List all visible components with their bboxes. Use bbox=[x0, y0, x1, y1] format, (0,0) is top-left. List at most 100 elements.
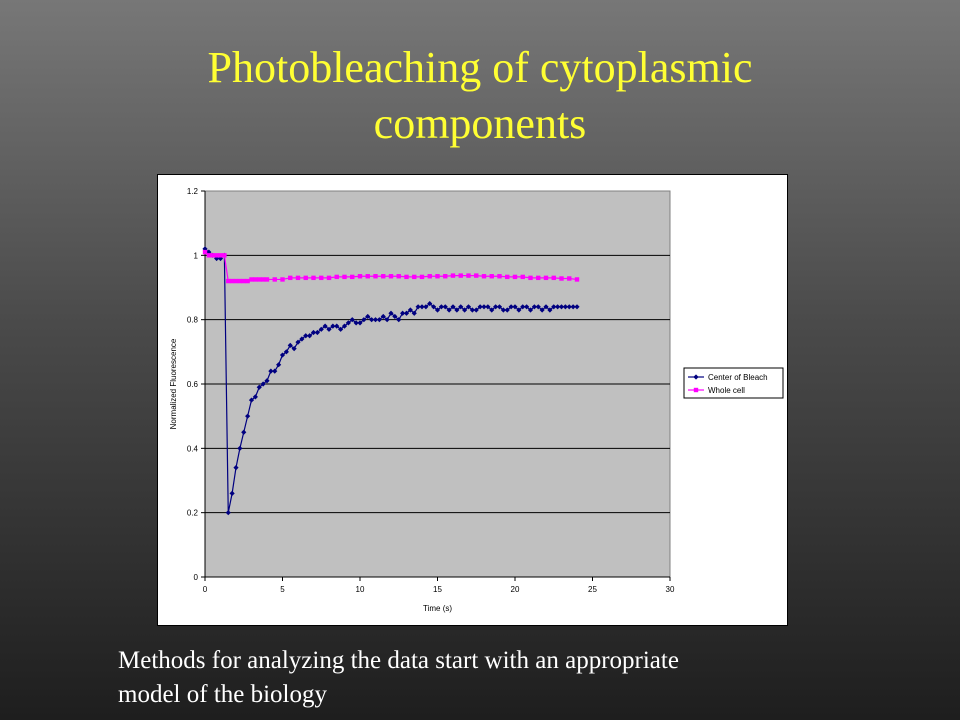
data-point bbox=[496, 304, 503, 310]
legend-marker bbox=[693, 387, 699, 393]
data-point bbox=[392, 313, 398, 320]
data-point bbox=[272, 277, 277, 282]
data-point bbox=[225, 510, 231, 516]
data-point bbox=[303, 333, 309, 339]
data-point bbox=[256, 384, 262, 390]
x-tick-label: 10 bbox=[356, 585, 365, 594]
x-tick-label: 20 bbox=[511, 585, 520, 594]
data-point bbox=[264, 277, 270, 282]
data-point bbox=[547, 307, 553, 313]
data-point bbox=[202, 249, 208, 255]
data-point bbox=[419, 304, 425, 310]
data-point bbox=[229, 490, 235, 496]
data-point bbox=[427, 274, 432, 279]
data-point bbox=[373, 274, 378, 279]
data-point bbox=[442, 304, 448, 310]
data-point bbox=[396, 274, 401, 279]
data-point bbox=[434, 307, 441, 313]
data-point bbox=[342, 274, 347, 280]
data-point bbox=[458, 304, 464, 310]
data-point bbox=[303, 275, 308, 281]
data-point bbox=[551, 304, 557, 310]
data-point bbox=[283, 349, 289, 355]
data-point bbox=[279, 352, 286, 358]
chart-frame: 0 0.2 0.4 0.6 0.8 1 1.2 0 5 10 15 20 25 30 Time (s) Nor… bbox=[157, 174, 788, 626]
data-point bbox=[497, 274, 502, 279]
data-point bbox=[466, 273, 471, 278]
data-point bbox=[485, 304, 491, 310]
data-point bbox=[469, 307, 475, 313]
data-point bbox=[218, 253, 223, 258]
data-point bbox=[388, 274, 394, 279]
data-point bbox=[489, 307, 495, 313]
data-point bbox=[318, 326, 324, 332]
data-point bbox=[473, 307, 479, 313]
data-point bbox=[295, 339, 301, 345]
data-point bbox=[295, 275, 301, 281]
data-point bbox=[233, 278, 239, 284]
data-point bbox=[287, 342, 293, 348]
data-point bbox=[353, 320, 359, 326]
data-point bbox=[369, 317, 375, 323]
data-point bbox=[365, 274, 370, 279]
data-point bbox=[384, 317, 390, 323]
data-point bbox=[543, 304, 549, 310]
data-point bbox=[222, 253, 227, 258]
y-tick-label: 0.4 bbox=[187, 444, 199, 453]
data-point bbox=[543, 275, 549, 281]
data-point bbox=[326, 326, 332, 332]
data-point bbox=[376, 317, 382, 323]
data-point bbox=[574, 304, 580, 310]
data-point bbox=[481, 304, 487, 310]
data-point bbox=[350, 274, 355, 280]
data-point bbox=[314, 329, 320, 336]
data-point bbox=[458, 273, 463, 278]
data-point bbox=[226, 278, 231, 284]
data-point bbox=[361, 317, 367, 323]
slide-caption: Methods for analyzing the data start wit… bbox=[118, 644, 918, 712]
x-tick-label: 5 bbox=[280, 585, 285, 594]
data-point bbox=[516, 307, 522, 313]
data-point bbox=[423, 304, 429, 310]
data-point bbox=[512, 304, 518, 310]
data-point bbox=[411, 310, 417, 316]
data-point bbox=[512, 274, 518, 280]
slide-caption-line-2: model of the biology bbox=[118, 681, 327, 708]
data-point bbox=[443, 274, 448, 279]
data-point bbox=[229, 278, 235, 284]
data-point bbox=[524, 304, 530, 310]
data-point bbox=[276, 362, 282, 368]
data-point bbox=[462, 307, 468, 313]
data-point bbox=[334, 323, 340, 329]
data-point bbox=[253, 277, 258, 282]
legend-box bbox=[683, 367, 784, 399]
data-point bbox=[241, 429, 247, 435]
data-point bbox=[206, 249, 212, 255]
y-tick-label: 0.8 bbox=[187, 316, 199, 325]
data-point bbox=[450, 273, 456, 278]
y-tick-label: 0.6 bbox=[187, 380, 199, 389]
x-tick-label: 30 bbox=[666, 585, 675, 594]
data-point bbox=[528, 275, 533, 281]
data-point bbox=[396, 317, 402, 323]
data-point bbox=[567, 276, 572, 281]
data-point bbox=[357, 320, 363, 326]
data-point bbox=[338, 326, 344, 332]
data-point bbox=[380, 313, 386, 320]
data-point bbox=[574, 277, 580, 282]
data-point bbox=[407, 307, 413, 313]
data-point bbox=[210, 253, 215, 258]
data-point bbox=[257, 277, 262, 282]
y-tick-label: 1 bbox=[194, 251, 199, 260]
x-tick-label: 25 bbox=[588, 585, 597, 594]
data-point bbox=[272, 368, 278, 374]
data-point bbox=[252, 394, 258, 400]
data-point bbox=[291, 346, 297, 352]
data-point bbox=[404, 274, 409, 280]
y-axis-label: Normalized Fluorescence bbox=[169, 338, 178, 429]
data-point bbox=[500, 307, 506, 313]
slide-title-line-2: components bbox=[373, 99, 587, 148]
data-point bbox=[260, 381, 266, 387]
data-point bbox=[311, 275, 316, 281]
data-point bbox=[477, 304, 483, 310]
